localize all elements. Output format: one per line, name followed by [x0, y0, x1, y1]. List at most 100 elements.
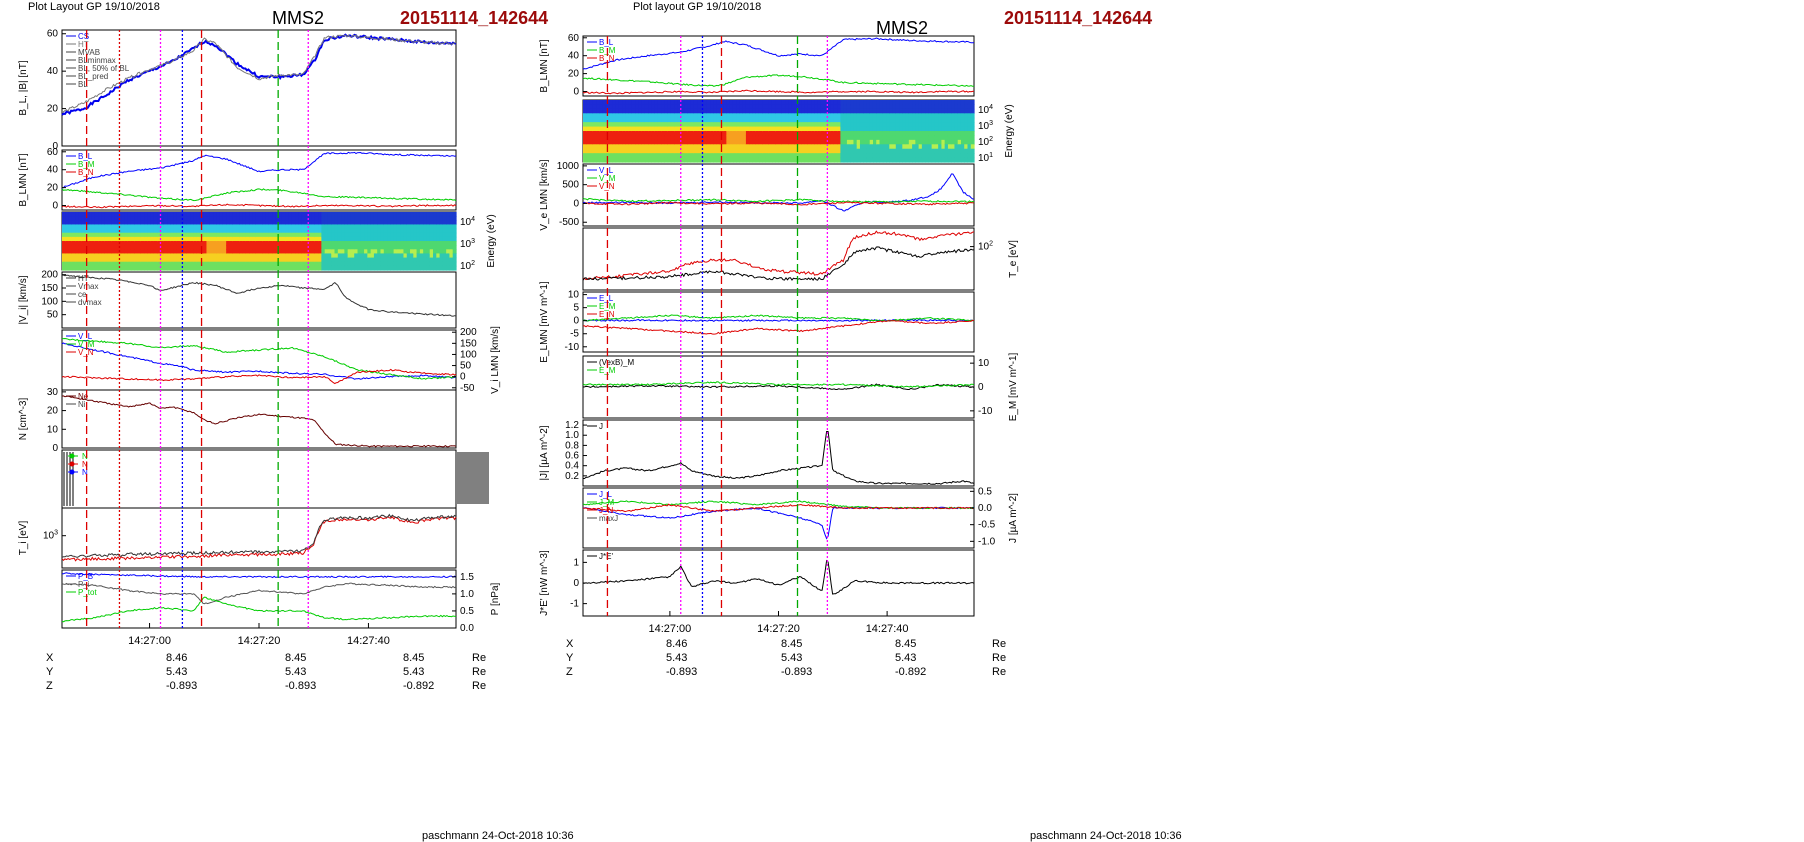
spectrogram-cell — [216, 220, 221, 226]
spectrogram-cell — [176, 220, 181, 226]
spectrogram-cell — [938, 104, 943, 110]
spectrogram-cell — [801, 108, 806, 114]
spectrogram-cell — [327, 241, 332, 246]
spectrogram-cell — [78, 265, 83, 271]
spectrogram-cell — [837, 139, 842, 145]
spectrogram-cell — [967, 122, 972, 128]
spectrogram-cell — [406, 241, 411, 246]
spectrogram-cell — [657, 122, 662, 128]
spectrogram-cell — [186, 257, 191, 263]
spectrogram-cell — [703, 100, 708, 106]
spectrogram-cell — [396, 249, 401, 255]
spectrogram-cell — [804, 104, 809, 110]
series-line-|V_i| — [62, 274, 457, 317]
spectrogram-cell — [586, 148, 591, 154]
spectrogram-cell — [742, 104, 747, 110]
spectrogram-cell — [957, 100, 962, 106]
spectrogram-cell — [242, 265, 247, 271]
spectrogram-cell — [755, 131, 760, 137]
spectrogram-cell — [68, 249, 73, 255]
spectrogram-cell — [625, 144, 630, 150]
spectrogram-cell — [635, 135, 639, 141]
spectrogram-cell — [301, 228, 306, 234]
spectrogram-cell — [739, 148, 744, 154]
spectrogram-cell — [84, 228, 89, 234]
spectrogram-cell — [592, 135, 597, 141]
spectrogram-cell — [765, 153, 770, 159]
spectrogram-cell — [252, 228, 257, 234]
spectrogram-cell — [311, 216, 316, 221]
spectrogram-cell — [229, 253, 234, 259]
spectrogram-cell — [664, 113, 669, 119]
spectrogram-cell — [341, 216, 345, 221]
spectrogram-cell — [762, 148, 767, 154]
spectrogram-cell — [781, 113, 786, 119]
spectrogram-cell — [817, 139, 822, 145]
spectrogram-cell — [209, 261, 214, 267]
spectrogram-cell — [768, 131, 773, 137]
spectrogram-cell — [680, 117, 685, 123]
spectrogram-cell — [687, 113, 692, 119]
spectrogram-cell — [324, 261, 329, 267]
spectrogram-cell — [259, 245, 263, 250]
spectrogram-cell — [752, 139, 757, 145]
spectrogram-cell — [81, 241, 86, 246]
legend-label-1: V_M — [599, 174, 616, 183]
spectrogram-cell — [229, 265, 234, 271]
spectrogram-cell — [814, 126, 819, 132]
spectrogram-cell — [387, 220, 391, 226]
spectrogram-cell — [400, 257, 405, 263]
spectrogram-cell — [301, 232, 306, 238]
spectrogram-cell — [758, 113, 763, 119]
spectrogram-cell — [229, 212, 234, 217]
spectrogram-cell — [843, 131, 848, 137]
spectrogram-cell — [199, 228, 204, 234]
spectrogram-cell — [452, 228, 457, 234]
spectrogram-cell — [729, 131, 734, 137]
spectrogram-cell — [644, 122, 649, 128]
spectrogram-cell — [840, 126, 845, 132]
spectrogram-cell — [350, 241, 355, 246]
spectrogram-cell — [153, 261, 158, 267]
spectrogram-cell — [222, 236, 227, 242]
spectrogram-cell — [334, 220, 339, 226]
spectrogram-cell — [413, 249, 418, 255]
spectrogram-cell — [843, 157, 848, 163]
spectrogram-cell — [895, 131, 900, 137]
spectrogram-cell — [925, 122, 929, 128]
spectrogram-cell — [193, 216, 198, 221]
spectrogram-cell — [758, 131, 763, 137]
spectrogram-cell — [755, 113, 760, 119]
spectrogram-cell — [380, 236, 385, 242]
spectrogram-cell — [259, 261, 263, 267]
spectrogram-cell — [729, 126, 734, 132]
spectrogram-cell — [314, 257, 319, 263]
spectrogram-cell — [837, 144, 842, 150]
spectrogram-cell — [344, 261, 349, 267]
series-line-V_L — [582, 173, 975, 212]
spectrogram-cell — [419, 245, 424, 250]
spectrogram-cell — [609, 144, 613, 150]
spectrogram-cell — [622, 135, 626, 141]
spectrogram-cell — [124, 265, 129, 271]
spectrogram-cell — [213, 265, 217, 271]
spectrogram-cell — [670, 113, 675, 119]
spectrogram-cell — [635, 126, 639, 132]
spectrogram-cell — [236, 228, 240, 234]
spectrogram-cell — [918, 126, 923, 132]
spectrogram-cell — [625, 113, 630, 119]
spectrogram-cell — [827, 144, 832, 150]
spectrogram-cell — [373, 257, 378, 263]
spectrogram-cell — [641, 122, 646, 128]
spectrogram-cell — [853, 139, 858, 145]
spectrogram-cell — [853, 104, 858, 110]
series-line-J*E' — [582, 559, 975, 595]
spectrogram-cell — [390, 253, 395, 259]
spectrogram-cell — [602, 104, 607, 110]
spectrogram-cell — [863, 144, 868, 150]
spectrogram-cell — [967, 117, 972, 123]
spectrogram-cell — [357, 232, 362, 238]
spectrogram-cell — [814, 135, 819, 141]
spectrogram-cell — [81, 224, 86, 230]
spectrogram-cell — [298, 216, 303, 221]
